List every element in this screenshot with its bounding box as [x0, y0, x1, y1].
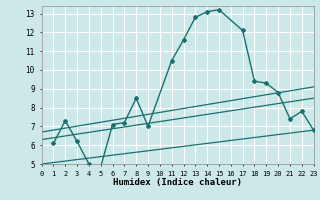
X-axis label: Humidex (Indice chaleur): Humidex (Indice chaleur)	[113, 178, 242, 187]
